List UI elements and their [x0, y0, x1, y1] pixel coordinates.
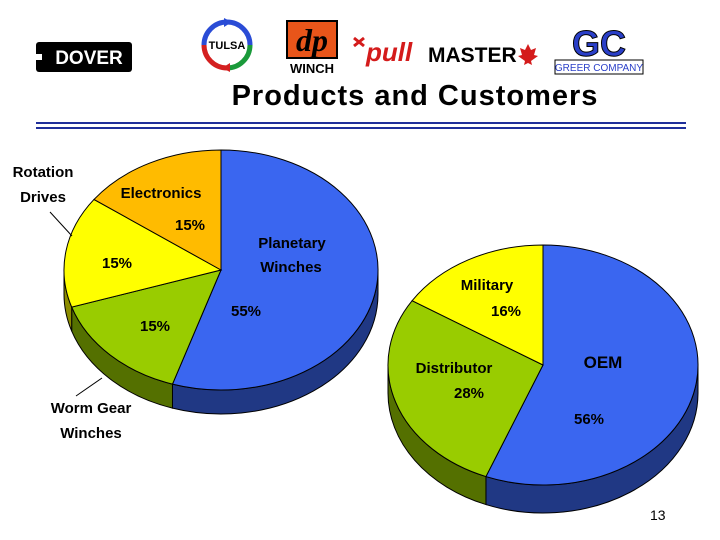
pie-2-slice-2-value: 28% [454, 385, 484, 402]
pie-2-slice-2 [387, 300, 544, 478]
pie-1-slice-1-label: Winches [260, 259, 322, 276]
title-rule-bottom [36, 127, 686, 129]
pie-1-slice-3-label: Rotation [13, 164, 74, 181]
pull-logo-text: pull [365, 37, 413, 67]
pie-1-slice-3 [63, 198, 223, 308]
pie-2-slice-3 [411, 244, 544, 366]
pie-1-slice-1-value: 55% [231, 303, 261, 320]
dover-logo: DOVER [36, 42, 132, 72]
dp-logo-text: dp [296, 22, 328, 58]
pie-1-slice-2 [70, 269, 222, 385]
dp-winch-logo: dp WINCH [286, 20, 338, 76]
pie-chart-2: OEM 56% Distributor 28% Military 16% [387, 244, 699, 514]
greer-logo-text: GREER COMPANY [555, 63, 643, 74]
pie-2-slice-3-value: 16% [491, 303, 521, 320]
pullmaster-logo: pull MASTER [353, 36, 538, 67]
pie-1-leader-2 [75, 377, 103, 397]
pie-2-slice-1-value: 56% [574, 411, 604, 428]
pie-2-slice-1-label: OEM [584, 353, 623, 372]
pie-2-slice-1 [485, 244, 699, 486]
winch-logo-text: WINCH [290, 61, 334, 76]
pie-1-slice-4-label: Electronics [121, 185, 202, 202]
pie-1-slice-1-label: Planetary [258, 235, 326, 252]
pie-1-slice-1 [171, 149, 379, 391]
pie-1-slice-2-label: Winches [60, 425, 122, 442]
pie-1-leader-3 [49, 211, 73, 237]
pie-1-slice-3-value: 15% [102, 255, 132, 272]
page-number: 13 [650, 507, 666, 523]
dover-logo-text: DOVER [55, 48, 123, 69]
pie-1-slice-3-label: Drives [20, 189, 66, 206]
pie-2-slice-2-label: Distributor [416, 360, 493, 377]
greer-company-logo: GC GREER COMPANY [554, 26, 644, 75]
pie-1-slice-2-value: 15% [140, 318, 170, 335]
pie-2-slice-3-label: Military [461, 277, 514, 294]
pie-chart-1: Planetary Winches 55% Worm Gear Winches 15% Ro… [13, 149, 379, 442]
master-logo-text: MASTER [428, 44, 517, 67]
tulsa-logo-text: TULSA [209, 40, 246, 52]
page-title: Products and Customers [231, 80, 599, 112]
tulsa-logo: TULSA [201, 18, 253, 72]
pie-1-slice-4-value: 15% [175, 217, 205, 234]
maple-leaf-icon [518, 44, 538, 65]
gc-logo-text: GC [572, 26, 626, 64]
title-rule-top [36, 122, 686, 124]
pie-1-slice-4 [93, 149, 222, 271]
pie-1-slice-2-label: Worm Gear [51, 400, 132, 417]
